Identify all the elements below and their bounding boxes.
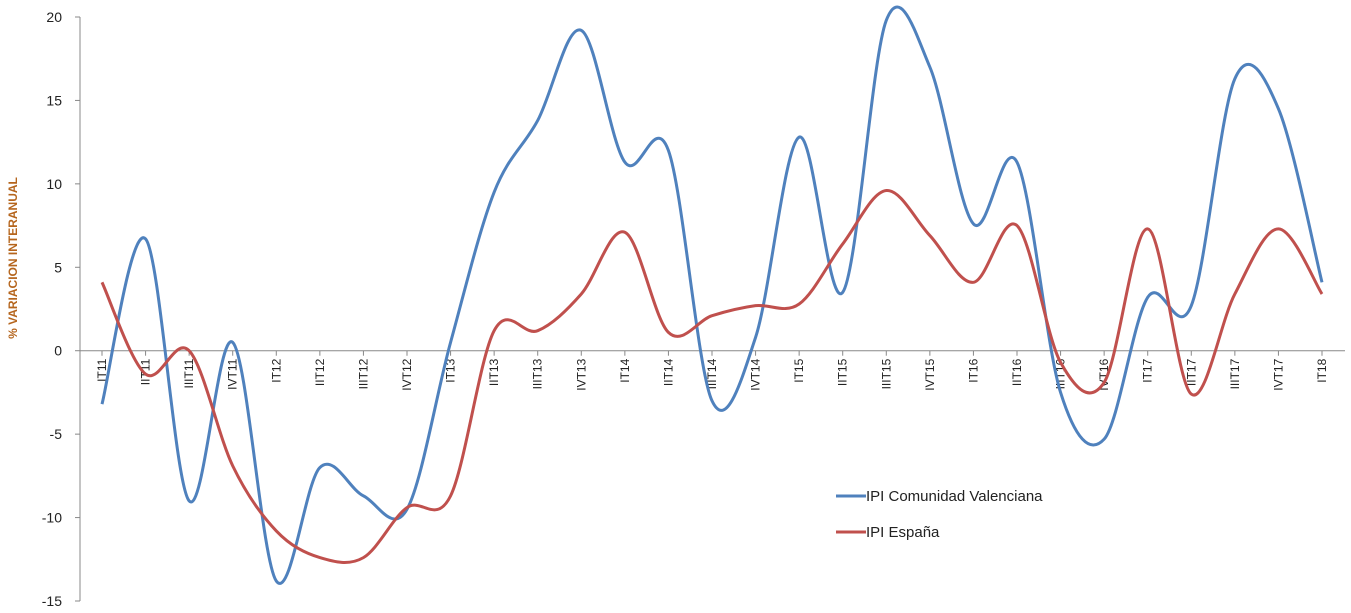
x-tick-label: IVT15 [923, 358, 937, 390]
x-tick-label: IIT15 [836, 358, 850, 386]
x-tick-label: IT13 [444, 358, 458, 382]
y-tick-label: 20 [46, 9, 62, 25]
legend: IPI Comunidad Valenciana IPI España [836, 488, 1043, 541]
x-tick-label: IVT11 [226, 358, 240, 389]
x-tick-label: IT15 [792, 358, 806, 382]
y-tick-label: 0 [54, 343, 62, 359]
x-tick-label: IIT12 [313, 358, 327, 386]
y-tick-label: -15 [42, 593, 62, 609]
x-tick-label: IIIT14 [705, 358, 719, 389]
legend-label: IPI España [866, 524, 940, 541]
series-lines [100, 5, 1324, 585]
x-tick-label: IIIT17 [1228, 358, 1242, 389]
x-tick-label: IIIT12 [356, 358, 370, 389]
y-axis: -15 -10 -5 0 5 10 15 20 [42, 9, 81, 609]
x-tick-label: IIT17 [1184, 358, 1198, 386]
x-tick-label: IT17 [1141, 358, 1155, 382]
y-tick-label: -5 [50, 426, 63, 442]
x-axis: IT11 IIT11 IIIT11 IVT11 IT12 IIT12 IIIT12 IVT12… [80, 350, 1345, 391]
x-tick-label: IT12 [269, 358, 283, 382]
x-tick-label: IT18 [1315, 358, 1329, 382]
x-tick-label: IVT13 [574, 358, 588, 390]
series-line-0 [100, 5, 1324, 585]
x-tick-label: IIT16 [1010, 358, 1024, 386]
y-tick-label: -10 [42, 510, 62, 526]
x-tick-label: IVT16 [1097, 358, 1111, 390]
x-tick-label: IIT11 [139, 358, 153, 385]
series-line-1 [100, 189, 1324, 564]
y-tick-label: 10 [46, 176, 62, 192]
x-tick-label: IIT13 [487, 358, 501, 386]
x-tick-label: IIT14 [661, 358, 675, 386]
legend-label: IPI Comunidad Valenciana [866, 488, 1043, 505]
x-tick-label: IVT17 [1271, 358, 1285, 390]
x-tick-label: IT14 [618, 358, 632, 382]
x-tick-label: IIIT13 [531, 358, 545, 389]
y-tick-label: 15 [46, 92, 62, 108]
y-axis-label: % VARIACION INTERANUAL [6, 177, 20, 339]
x-tick-label: IT11 [95, 358, 109, 381]
x-tick-label: IT16 [966, 358, 980, 382]
x-tick-label: IIIT15 [879, 358, 893, 389]
x-tick-label: IVT12 [400, 358, 414, 390]
x-tick-label: IIIT11 [182, 358, 196, 388]
x-tick-label: IVT14 [749, 358, 763, 390]
y-tick-label: 5 [54, 259, 62, 275]
